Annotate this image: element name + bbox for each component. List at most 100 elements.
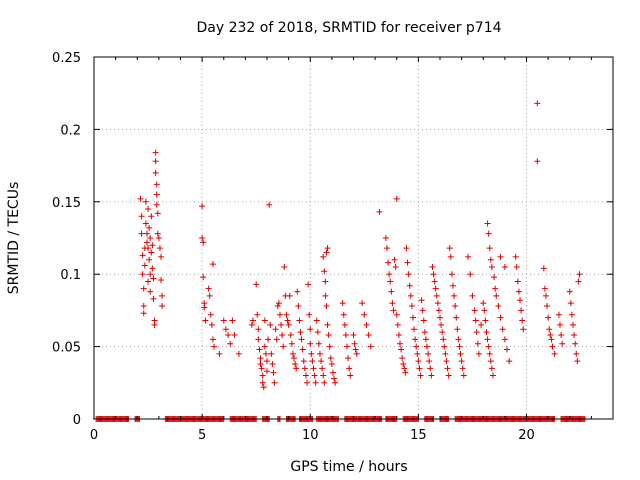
data-point: [519, 317, 526, 324]
data-point: [294, 288, 301, 295]
data-point: [267, 321, 274, 328]
data-point: [455, 336, 462, 343]
data-point: [520, 326, 527, 333]
data-point: [324, 321, 331, 328]
data-point: [488, 263, 495, 270]
data-point: [568, 311, 575, 318]
data-point: [418, 297, 425, 304]
data-point: [429, 263, 436, 270]
data-point: [402, 369, 409, 376]
data-point: [459, 365, 466, 372]
data-point: [425, 350, 432, 357]
data-point: [323, 249, 330, 256]
data-point: [384, 245, 391, 252]
data-point: [264, 368, 270, 375]
data-point: [310, 365, 317, 372]
data-point: [471, 307, 478, 314]
y-tick-label: 0.2: [60, 123, 81, 138]
data-point: [412, 336, 419, 343]
data-point: [259, 379, 266, 386]
data-point: [569, 321, 576, 328]
data-point: [154, 210, 161, 217]
data-point: [347, 372, 354, 379]
data-point: [382, 235, 389, 241]
data-point: [474, 340, 481, 347]
data-point: [432, 285, 439, 292]
data-point: [199, 235, 206, 241]
data-point: [279, 332, 286, 339]
data-point: [393, 195, 400, 202]
grid-lines: [94, 57, 613, 419]
data-point: [514, 278, 521, 285]
data-point: [557, 321, 564, 328]
data-point: [299, 346, 306, 353]
data-point: [392, 263, 399, 270]
data-point: [493, 292, 500, 299]
data-point: [489, 372, 496, 379]
data-point: [547, 332, 554, 339]
data-point: [209, 336, 216, 343]
data-point: [542, 292, 549, 299]
data-point: [485, 230, 492, 237]
data-point: [284, 317, 291, 324]
data-point: [440, 336, 447, 343]
data-point: [367, 343, 374, 350]
data-point: [339, 300, 346, 307]
data-point: [143, 239, 150, 246]
data-point: [424, 343, 431, 350]
data-point: [249, 317, 256, 324]
data-point: [446, 245, 453, 252]
data-point: [140, 303, 147, 310]
data-point: [340, 311, 347, 318]
data-point: [481, 307, 488, 314]
data-point: [456, 343, 463, 350]
data-point: [145, 278, 152, 285]
data-point: [449, 282, 456, 289]
data-point: [567, 300, 574, 307]
data-point: [200, 274, 207, 281]
data-point: [475, 350, 482, 357]
data-point: [407, 292, 414, 299]
data-point: [460, 372, 467, 379]
data-point: [501, 263, 508, 270]
data-point: [566, 288, 573, 295]
x-tick-label: 5: [198, 428, 206, 443]
data-point: [147, 288, 154, 295]
data-point: [549, 343, 556, 350]
data-point: [141, 262, 148, 269]
data-point: [408, 303, 415, 310]
data-point: [398, 346, 405, 353]
data-point: [296, 317, 303, 324]
data-point: [264, 358, 270, 365]
data-point: [154, 230, 161, 237]
data-point: [326, 343, 333, 350]
data-point: [480, 300, 487, 307]
data-point: [332, 379, 339, 386]
data-point: [298, 336, 305, 343]
data-point: [153, 201, 160, 208]
data-point: [222, 326, 229, 333]
data-point: [147, 235, 154, 241]
data-point: [292, 360, 299, 367]
data-point: [401, 365, 408, 372]
data-point: [266, 201, 273, 208]
data-point: [546, 326, 553, 333]
data-point: [325, 332, 332, 339]
data-point: [544, 303, 551, 310]
data-point: [443, 358, 450, 365]
data-point: [295, 303, 302, 310]
data-point: [137, 195, 144, 202]
data-point: [138, 230, 145, 237]
data-point: [140, 310, 147, 317]
data-point: [307, 340, 314, 347]
data-point: [416, 365, 423, 372]
data-point: [305, 281, 312, 288]
data-point: [419, 307, 426, 314]
data-point: [390, 307, 397, 314]
data-point: [555, 311, 562, 318]
data-point: [261, 317, 268, 324]
data-point: [139, 252, 146, 259]
data-point: [308, 350, 315, 357]
data-point: [306, 311, 313, 318]
data-point: [235, 350, 242, 357]
